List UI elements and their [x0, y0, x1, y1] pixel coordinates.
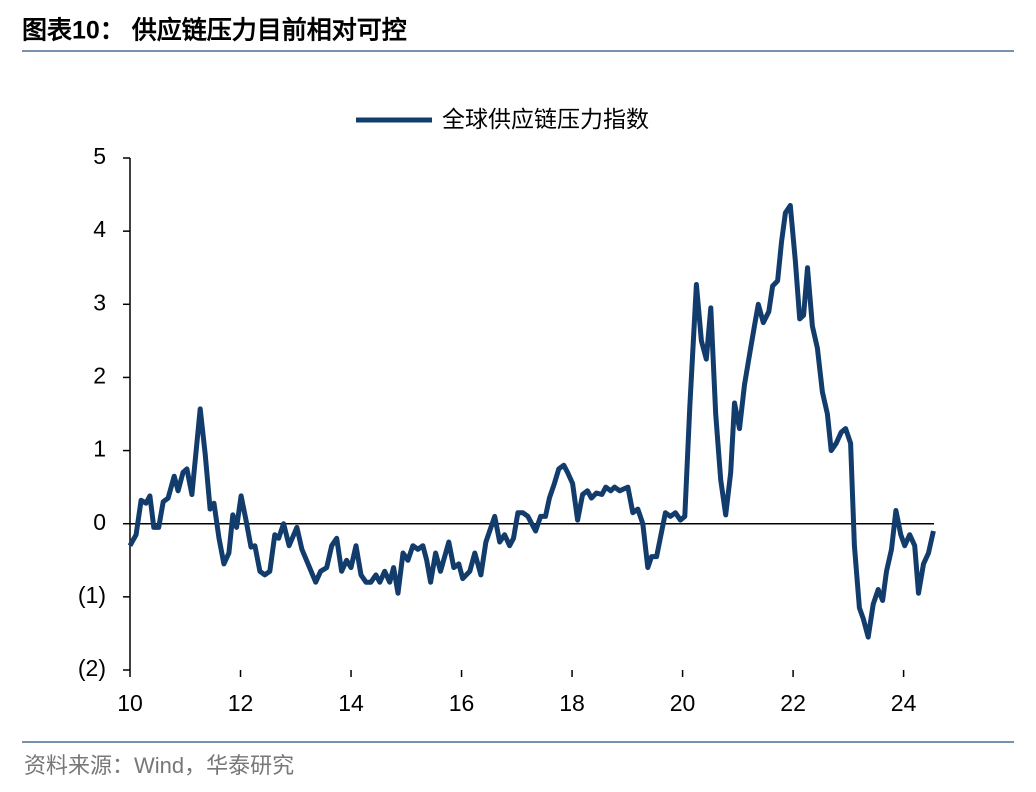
source-note: 资料来源：Wind，华泰研究	[24, 753, 294, 778]
x-tick-label: 14	[338, 690, 364, 716]
page-title: 图表10： 供应链压力目前相对可控	[22, 16, 407, 45]
y-tick-label: 3	[93, 289, 106, 315]
x-tick-label: 24	[891, 690, 917, 716]
y-tick-label: 1	[93, 436, 106, 462]
series-line	[127, 203, 936, 640]
y-tick-label: 2	[93, 363, 106, 389]
y-tick-label: (1)	[78, 582, 106, 608]
x-tick-label: 22	[780, 690, 806, 716]
y-tick-label: 0	[93, 509, 106, 535]
legend-label: 全球供应链压力指数	[442, 106, 649, 132]
y-tick-label: 4	[93, 216, 106, 242]
x-tick-label: 10	[117, 690, 143, 716]
x-tick-label: 18	[559, 690, 585, 716]
x-tick-label: 12	[228, 690, 254, 716]
y-tick-label: (2)	[78, 655, 106, 681]
x-tick-label: 16	[449, 690, 475, 716]
y-tick-label: 5	[93, 143, 106, 169]
x-tick-label: 20	[670, 690, 696, 716]
